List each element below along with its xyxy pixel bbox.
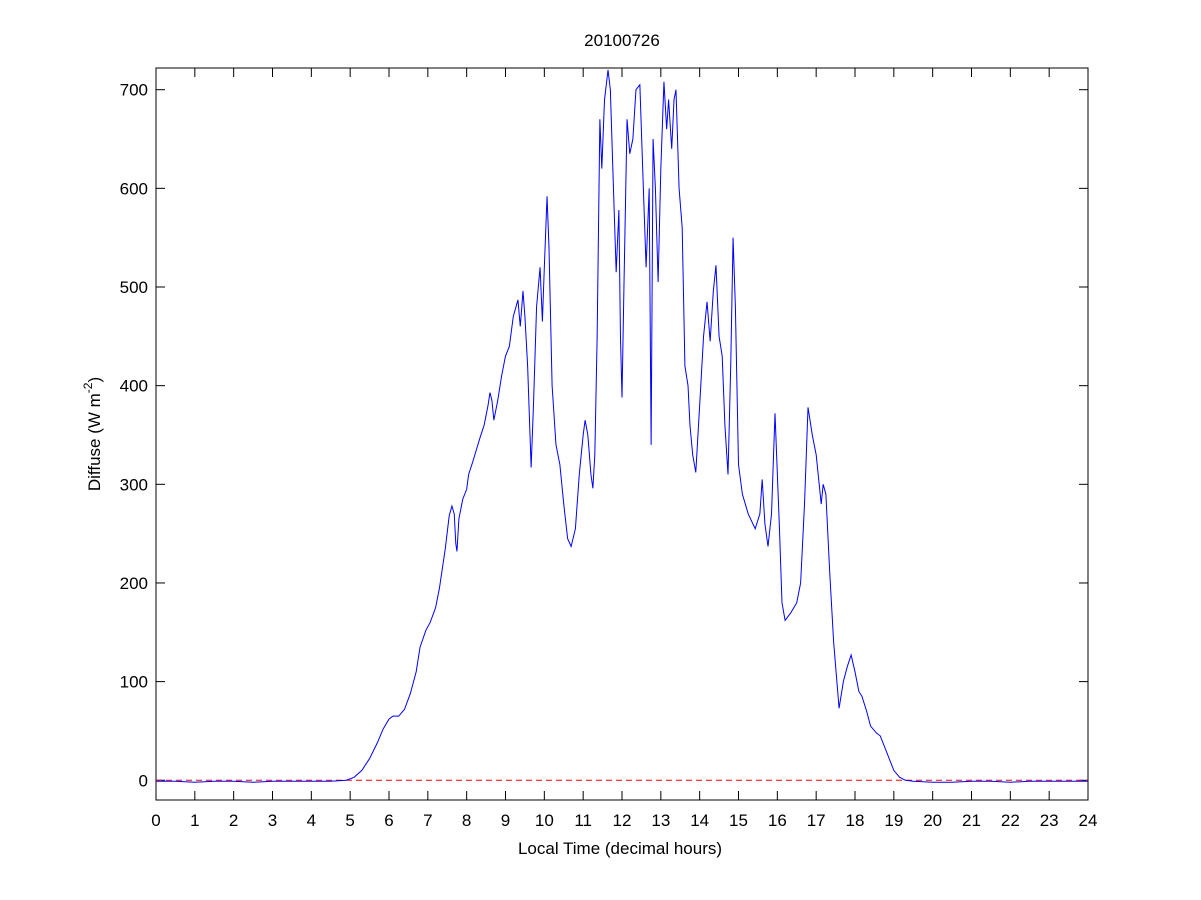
x-tick-label: 1 xyxy=(190,811,199,830)
x-tick-label: 13 xyxy=(651,811,670,830)
x-tick-label: 14 xyxy=(690,811,709,830)
y-tick-label: 200 xyxy=(120,574,148,593)
x-tick-label: 10 xyxy=(535,811,554,830)
x-tick-label: 22 xyxy=(1001,811,1020,830)
x-tick-label: 0 xyxy=(151,811,160,830)
y-tick-label: 400 xyxy=(120,377,148,396)
data-line xyxy=(156,69,1088,783)
chart-title: 20100726 xyxy=(584,31,660,50)
y-axis-label-sup: -2 xyxy=(81,382,95,393)
x-axis-label: Local Time (decimal hours) xyxy=(518,839,722,858)
x-tick-label: 18 xyxy=(846,811,865,830)
y-axis-label: Diffuse (W m-2) xyxy=(81,377,104,491)
x-tick-label: 8 xyxy=(462,811,471,830)
y-tick-label: 100 xyxy=(120,673,148,692)
x-tick-label: 5 xyxy=(345,811,354,830)
x-tick-label: 17 xyxy=(807,811,826,830)
x-tick-label: 6 xyxy=(384,811,393,830)
x-tick-label: 9 xyxy=(501,811,510,830)
x-tick-label: 12 xyxy=(613,811,632,830)
x-tick-label: 3 xyxy=(268,811,277,830)
y-tick-label: 0 xyxy=(139,771,148,790)
y-axis-label-text: Diffuse (W m xyxy=(85,393,104,491)
x-tick-label: 21 xyxy=(962,811,981,830)
x-tick-label: 24 xyxy=(1079,811,1098,830)
x-tick-label: 20 xyxy=(923,811,942,830)
y-tick-label: 500 xyxy=(120,278,148,297)
x-tick-label: 4 xyxy=(307,811,316,830)
y-tick-label: 300 xyxy=(120,475,148,494)
x-tick-label: 2 xyxy=(229,811,238,830)
y-tick-label: 700 xyxy=(120,81,148,100)
x-tick-label: 16 xyxy=(768,811,787,830)
x-tick-label: 23 xyxy=(1040,811,1059,830)
x-tick-label: 15 xyxy=(729,811,748,830)
x-tick-label: 7 xyxy=(423,811,432,830)
x-tick-label: 11 xyxy=(574,811,592,830)
y-tick-label: 600 xyxy=(120,179,148,198)
x-tick-label: 19 xyxy=(884,811,903,830)
y-axis-label-end: ) xyxy=(85,377,104,383)
